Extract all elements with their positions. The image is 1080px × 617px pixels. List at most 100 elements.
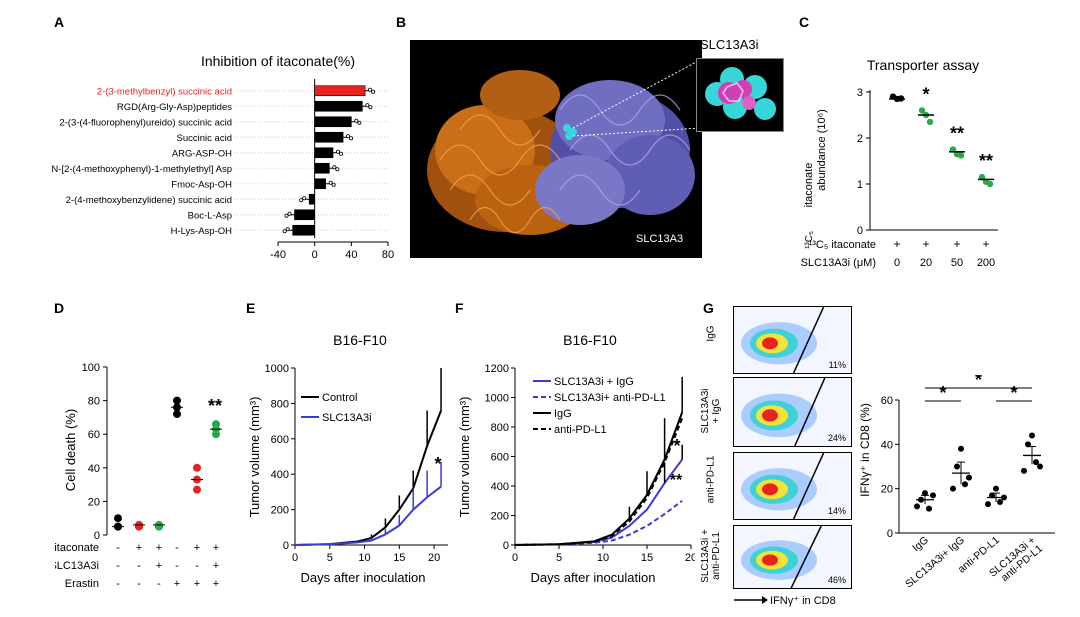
panel-a-bar xyxy=(294,209,315,221)
panel-a-bar xyxy=(314,178,326,190)
panel-f-ytick-label: 0 xyxy=(503,540,509,552)
panel-a-point xyxy=(285,227,290,232)
panel-d-erastin-sign: - xyxy=(137,578,141,590)
panel-d-ylabel: Cell death (%) xyxy=(63,409,78,491)
panel-c-dose-label: 50 xyxy=(951,257,963,269)
flow-plot-label: anti-PD-L1 xyxy=(705,455,717,504)
panel-c-ylabel-iso: ¹³C₅ xyxy=(804,231,815,249)
panel-d-erastin-sign: - xyxy=(116,578,120,590)
panel-a-category-label: ARG-ASP-OH xyxy=(172,148,232,159)
panel-f-xlabel: Days after inoculation xyxy=(530,570,655,585)
panel-e-legend-label: Control xyxy=(322,392,357,404)
panel-a-point xyxy=(338,151,343,156)
panel-g-point xyxy=(989,492,995,499)
panel-letter-c: C xyxy=(799,14,810,30)
panel-f-legend-label: IgG xyxy=(554,408,572,420)
panel-g-significance: * xyxy=(939,383,946,403)
panel-letter-d: D xyxy=(54,300,65,316)
panel-f-legend-label: anti-PD-L1 xyxy=(554,424,607,436)
panel-g-point xyxy=(985,501,991,508)
panel-g-point xyxy=(997,498,1003,505)
panel-f-ytick-label: 600 xyxy=(491,452,509,464)
panel-d-itaconate-sign: - xyxy=(116,542,120,554)
panel-f-ytick-label: 1000 xyxy=(485,393,509,405)
inhibitor-inset-image xyxy=(696,58,784,132)
panel-a-point xyxy=(335,167,340,172)
panel-c-title: Transporter assay xyxy=(867,57,979,73)
panel-c-dose-label: 0 xyxy=(894,257,900,269)
panel-g-point xyxy=(930,492,936,499)
panel-e-xtick-label: 20 xyxy=(428,552,440,564)
flow-plot: 11% xyxy=(733,306,852,374)
panel-d-point xyxy=(173,396,181,405)
panel-g-point xyxy=(1025,441,1031,448)
flow-percentage: 11% xyxy=(828,360,846,370)
panel-g-point xyxy=(966,474,972,481)
panel-d-itaconate-sign: + xyxy=(156,542,162,554)
panel-d-row-label: itaconate xyxy=(55,542,99,554)
flow-axis-arrow: IFNγ⁺ in CD8 xyxy=(734,595,836,607)
panel-c-itaconate-sign: + xyxy=(922,237,929,251)
panel-g-point xyxy=(1021,467,1027,474)
panel-a-bar xyxy=(308,193,315,205)
panel-c-itaconate-sign: + xyxy=(953,237,960,251)
flow-percentage: 46% xyxy=(827,575,846,585)
panel-f-ylabel: Tumor volume (mm³) xyxy=(457,397,472,518)
panel-a-point xyxy=(354,118,359,123)
panel-a-point xyxy=(368,87,373,92)
panel-e-legend-label: SLC13A3i xyxy=(322,412,372,424)
panel-a-category-label: H-Lys-Asp-OH xyxy=(171,226,233,237)
panel-c-dose-label: 20 xyxy=(920,257,932,269)
panel-g-category-label: IgG xyxy=(910,534,931,554)
flow-percentage: 14% xyxy=(827,506,846,516)
panel-a-category-label: Succinic acid xyxy=(177,133,232,144)
panel-letter-f: F xyxy=(455,300,464,316)
structure-label: SLC13A3 xyxy=(636,233,684,245)
panel-e-title: B16-F10 xyxy=(333,332,387,348)
panel-c-row2-label: SLC13A3i (μM) xyxy=(801,257,876,269)
flow-plot: 46% xyxy=(733,525,852,589)
panel-a-tick-label: -40 xyxy=(270,249,286,261)
panel-d-slc-sign: - xyxy=(116,560,120,572)
protein-structure-image xyxy=(410,40,702,258)
panel-d-slc-sign: - xyxy=(175,560,179,572)
panel-a-category-label: 2-(4-methoxybenzylidene) succinic acid xyxy=(66,195,232,206)
flow-plot-label: IgG xyxy=(705,325,717,342)
panel-d-erastin-sign: + xyxy=(194,578,200,590)
panel-c-point xyxy=(957,152,965,159)
panel-d-significance: ** xyxy=(208,396,222,416)
panel-a-tick-label: 40 xyxy=(345,249,357,261)
flow-plot-label: SLC13A3i + anti-PD-L1 xyxy=(700,529,722,583)
panel-c-point xyxy=(918,107,926,114)
panel-g-point xyxy=(993,485,999,492)
panel-d-erastin-sign: + xyxy=(213,578,219,590)
panel-f-ytick-label: 200 xyxy=(491,511,509,523)
panel-f-xtick-label: 5 xyxy=(556,552,562,564)
panel-g-point xyxy=(1029,432,1035,439)
panel-a-category-label: RGD(Arg-Gly-Asp)peptides xyxy=(117,102,232,113)
panel-d-point xyxy=(193,463,201,472)
panel-g-ylabel: IFNγ⁺ in CD8 (%) xyxy=(858,403,872,497)
panel-a-point xyxy=(368,105,373,110)
panel-d-slc-sign: - xyxy=(137,560,141,572)
panel-c-point xyxy=(926,118,934,126)
panel-d-point xyxy=(135,522,143,531)
panel-a-point xyxy=(284,213,289,218)
panel-d-point xyxy=(173,410,181,419)
flow-plot: 24% xyxy=(733,377,852,447)
panel-f-legend-label: SLC13A3i+ anti-PD-L1 xyxy=(554,392,666,404)
panel-e-ytick-label: 400 xyxy=(271,469,289,481)
panel-c-itaconate-sign: + xyxy=(982,237,989,251)
panel-g-point xyxy=(950,485,956,492)
panel-a-category-label: 2-(3-(4-fluorophenyl)ureido) succinic ac… xyxy=(59,117,232,128)
panel-e-ylabel: Tumor volume (mm³) xyxy=(247,397,262,518)
panel-f-significance-top: * xyxy=(673,436,680,456)
panel-c-ylabel-line1: itaconate xyxy=(803,163,815,208)
panel-e-line-chart: B16-F10 Tumor volume (mm³) Days after in… xyxy=(247,332,448,585)
panel-a-point xyxy=(331,182,336,187)
panel-e-xlabel: Days after inoculation xyxy=(300,570,425,585)
panel-f-xtick-label: 20 xyxy=(685,552,695,564)
panel-c-scatter: Transporter assay ¹³C₅ itaconate abundan… xyxy=(801,57,998,269)
panel-e-xtick-label: 5 xyxy=(327,552,333,564)
panel-a-point xyxy=(346,134,351,139)
